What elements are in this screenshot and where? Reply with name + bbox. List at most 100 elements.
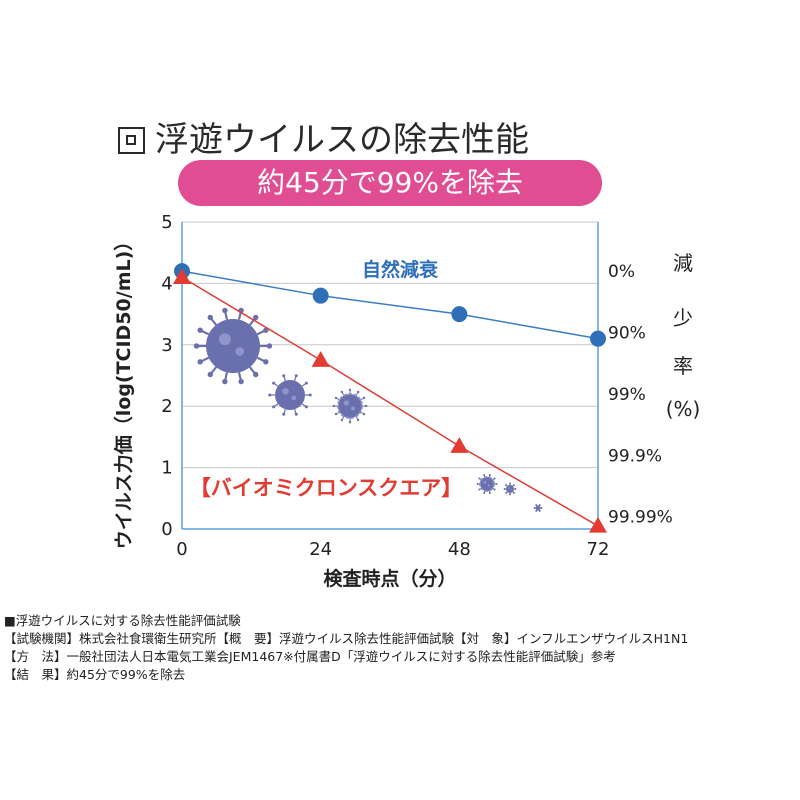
virus-spike-tip — [509, 482, 511, 485]
virus-spike-tip — [514, 488, 517, 490]
virus-spike-tip — [282, 374, 286, 378]
virus-spot — [510, 489, 512, 491]
virus-spike-tip — [478, 488, 481, 491]
virus-spike-tip — [493, 488, 496, 491]
virus-spike-tip — [512, 484, 515, 487]
virus-spike-tip — [282, 412, 286, 416]
virus-spike-tip — [505, 484, 508, 487]
virus-icon — [193, 307, 273, 385]
y2-axis-label-part: (%) — [666, 397, 701, 421]
y2-tick-label: 99.9% — [608, 446, 662, 466]
virus-illustrations — [193, 307, 543, 512]
virus-spike-tip — [334, 412, 338, 416]
y2-tick-labels: 0% 90% 99% 99.9% 99.99% — [608, 262, 673, 528]
x-tick-label: 48 — [448, 539, 471, 560]
virus-spike-tip — [348, 388, 352, 391]
virus-spike-tip — [476, 483, 479, 485]
virus-spike-tip — [253, 314, 259, 321]
virus-spike-tip — [253, 371, 259, 378]
virus-spike-tip — [362, 396, 366, 400]
data-point-circle — [451, 306, 468, 323]
square-box-icon — [118, 127, 145, 154]
x-tick-label: 72 — [587, 539, 610, 560]
virus-spike-tip — [193, 343, 200, 349]
y-tick-label: 1 — [161, 458, 172, 479]
virus-spike-tip — [207, 371, 213, 378]
notes-line-3: 【方 法】一般社団法人日本電気工業会JEM1467※付属書D「浮遊ウイルスに対す… — [4, 649, 616, 664]
series-line-bio-micron — [181, 276, 599, 527]
virus-spot — [282, 387, 289, 395]
notes-line-4: 【結 果】約45分で99%を除去 — [4, 667, 186, 682]
series-label-natural-decay: 自然減衰 — [362, 258, 439, 281]
virus-icon — [268, 374, 312, 416]
virus-spike-tip — [304, 405, 308, 409]
data-point-circle — [312, 287, 329, 304]
y-tick-labels: 0 1 2 3 4 5 — [161, 212, 172, 540]
virus-spike-tip — [207, 314, 213, 321]
virus-spike-tip — [222, 378, 228, 385]
virus-body — [535, 505, 541, 511]
virus-spot — [507, 487, 510, 489]
chart-labels: 自然減衰【バイオミクロンスクエア】検査時点（分） ウイルス力価（log(TCID5… — [112, 232, 700, 590]
x-tick-label: 24 — [309, 539, 332, 560]
virus-spike-tip — [268, 393, 272, 397]
virus-spike-tip — [535, 509, 538, 512]
notes-line-1: ■浮遊ウイルスに対する除去性能評価試験 — [4, 613, 241, 628]
virus-spike-tip — [332, 404, 335, 408]
virus-spike-tip — [340, 418, 344, 422]
virus-spike-tip — [222, 307, 228, 314]
y2-axis-label-part: 減 — [673, 251, 693, 275]
y2-axis-label-part: 少 — [673, 306, 693, 330]
y2-tick-label: 90% — [608, 324, 646, 344]
y-tick-label: 4 — [161, 273, 172, 294]
virus-spike-tip — [294, 374, 298, 378]
virus-body — [275, 380, 305, 410]
virus-spot — [536, 506, 538, 508]
virus-spike-tip — [348, 421, 352, 424]
y-tick-label: 3 — [161, 335, 172, 356]
virus-spike-tip — [509, 493, 511, 496]
virus-spike-tip — [535, 504, 538, 507]
virus-spike-tip — [533, 507, 536, 509]
virus-spike-tip — [483, 474, 486, 477]
virus-body — [337, 393, 363, 419]
page-title: 浮遊ウイルスの除去性能 — [118, 112, 529, 161]
y2-tick-label: 99% — [608, 385, 646, 405]
virus-spot — [487, 484, 490, 487]
virus-spike-tip — [308, 393, 312, 397]
virus-spike-tip — [365, 404, 368, 408]
virus-icon — [332, 388, 368, 424]
notes-line-2: 【試験機関】株式会社食環衛生研究所【概 要】浮遊ウイルス除去性能評価試験【対 象… — [4, 631, 689, 646]
virus-spike-tip — [266, 343, 273, 349]
data-point-circle — [590, 330, 606, 347]
virus-spike-tip — [197, 327, 203, 333]
y-tick-label: 0 — [161, 519, 172, 540]
virus-spike-tip — [540, 507, 543, 509]
y2-tick-label: 99.99% — [608, 508, 673, 528]
series-lines — [173, 263, 607, 533]
virus-spike-tip — [238, 378, 244, 385]
virus-spot — [538, 508, 540, 509]
virus-spike-tip — [478, 477, 481, 480]
y-axis-label: ウイルス力価（log(TCID50/mL)） — [112, 232, 135, 550]
virus-spike-tip — [272, 405, 276, 409]
data-point-triangle — [450, 437, 469, 453]
virus-spike-tip — [493, 477, 496, 480]
banner-text: 約45分で99%を除去 — [257, 166, 523, 199]
virus-spot — [235, 347, 245, 356]
virus-spike-tip — [483, 491, 486, 494]
virus-spike-tip — [512, 491, 515, 494]
virus-spot — [351, 406, 355, 411]
virus-icon — [476, 474, 498, 494]
y-tick-label: 5 — [161, 212, 172, 233]
virus-spike-tip — [356, 390, 360, 394]
virus-spot — [218, 333, 231, 346]
x-tick-labels: 0 24 48 72 — [176, 539, 609, 560]
virus-spike-tip — [488, 491, 491, 494]
virus-reduction-chart: 0 1 2 3 4 5 0% 90% 99% 99.9% 99.99% 0 24 48 72 自然減衰【… — [112, 212, 700, 590]
series-line-natural-decay — [181, 270, 599, 340]
y2-axis-label-part: 率 — [673, 354, 693, 378]
virus-spike-tip — [340, 390, 344, 394]
virus-spike-tip — [356, 418, 360, 422]
virus-spike-tip — [304, 381, 308, 385]
